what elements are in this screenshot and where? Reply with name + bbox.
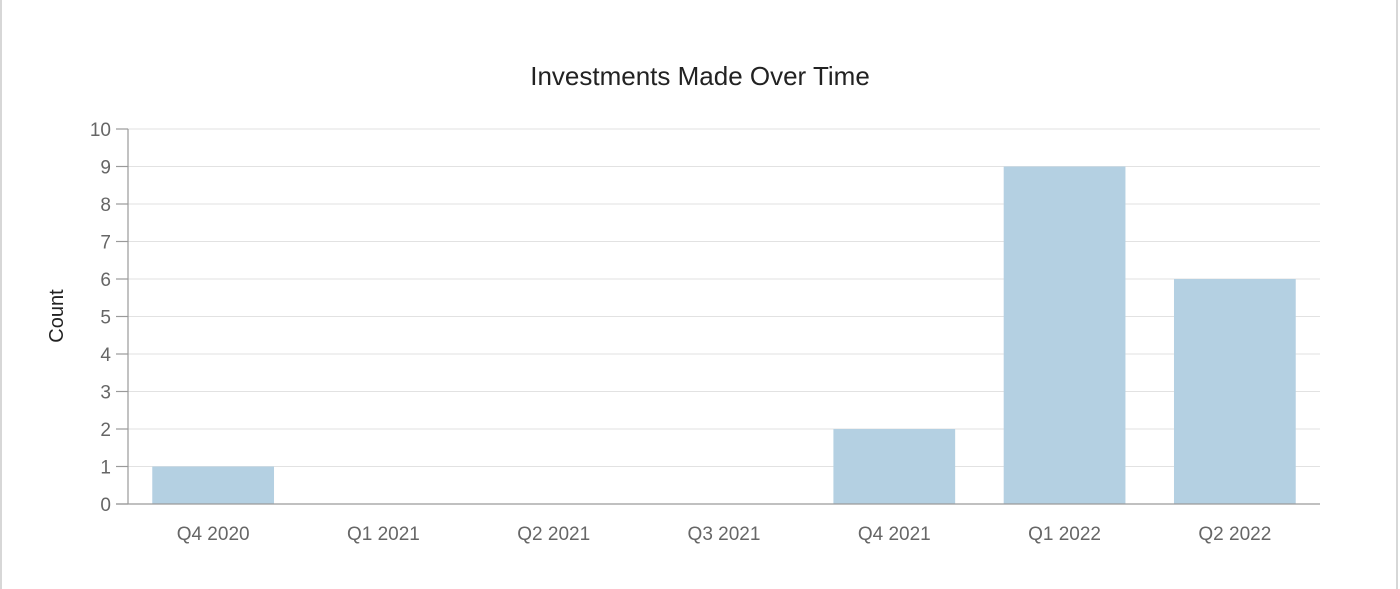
x-tick-label: Q1 2022 (1028, 524, 1101, 545)
bar (1003, 166, 1126, 504)
y-tick-label: 3 (100, 383, 111, 404)
y-tick-label: 8 (100, 195, 111, 216)
bars (152, 166, 1296, 504)
y-tick-label: 0 (100, 495, 111, 516)
gridlines (128, 128, 1320, 467)
bar (152, 466, 275, 504)
x-tick-label: Q3 2021 (688, 524, 761, 545)
y-tick-label: 10 (90, 120, 111, 141)
y-tick-label: 7 (100, 233, 111, 254)
bar (833, 429, 956, 504)
y-tick-label: 4 (100, 345, 111, 366)
y-tick-label: 5 (100, 308, 111, 329)
y-tick-label: 9 (100, 158, 111, 179)
chart-title: Investments Made Over Time (530, 61, 870, 91)
x-tick-label: Q1 2021 (347, 524, 420, 545)
y-tick-labels: 0 1 2 3 4 5 6 7 8 9 10 (90, 120, 112, 516)
axes (116, 128, 1320, 505)
x-tick-label: Q4 2021 (858, 524, 931, 545)
x-tick-label: Q2 2022 (1198, 524, 1271, 545)
y-tick-label: 6 (100, 270, 111, 291)
x-tick-label: Q4 2020 (177, 524, 250, 545)
x-tick-label: Q2 2021 (517, 524, 590, 545)
x-tick-labels: Q4 2020 Q1 2021 Q2 2021 Q3 2021 Q4 2021 Q1 20… (177, 524, 1272, 545)
y-axis-label: Count (46, 289, 68, 343)
y-tick-label: 2 (100, 420, 111, 441)
bar (1173, 279, 1296, 504)
y-tick-label: 1 (100, 458, 111, 479)
